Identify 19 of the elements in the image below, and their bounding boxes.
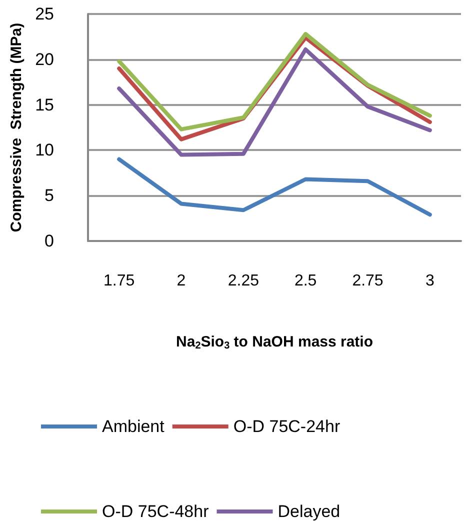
x-tick-label: 2.25: [228, 272, 260, 290]
y-tick-label: 25: [35, 4, 54, 24]
y-tick-label: 20: [35, 50, 54, 69]
legend-label: Delayed: [278, 502, 340, 521]
y-tick-label: 10: [35, 140, 54, 160]
y-tick-label: 0: [44, 232, 54, 250]
line-series: [117, 47, 432, 157]
legend-label: Ambient: [102, 417, 165, 436]
y-tick-label: 15: [35, 95, 54, 114]
y-tick-label: 5: [44, 186, 54, 206]
y-axis-title: Compressive Strength (MPa): [8, 22, 26, 232]
x-tick-label: 2: [176, 272, 186, 290]
legend-label: O-D 75C-48hr: [102, 502, 210, 521]
line-series: [117, 157, 432, 217]
x-tick-label: 2.75: [352, 272, 384, 290]
x-tick-label: 1.75: [104, 272, 135, 290]
legend-label: O-D 75C-24hr: [233, 417, 340, 436]
x-tick-label: 2.5: [294, 272, 317, 290]
x-tick-label: 3: [425, 272, 434, 290]
